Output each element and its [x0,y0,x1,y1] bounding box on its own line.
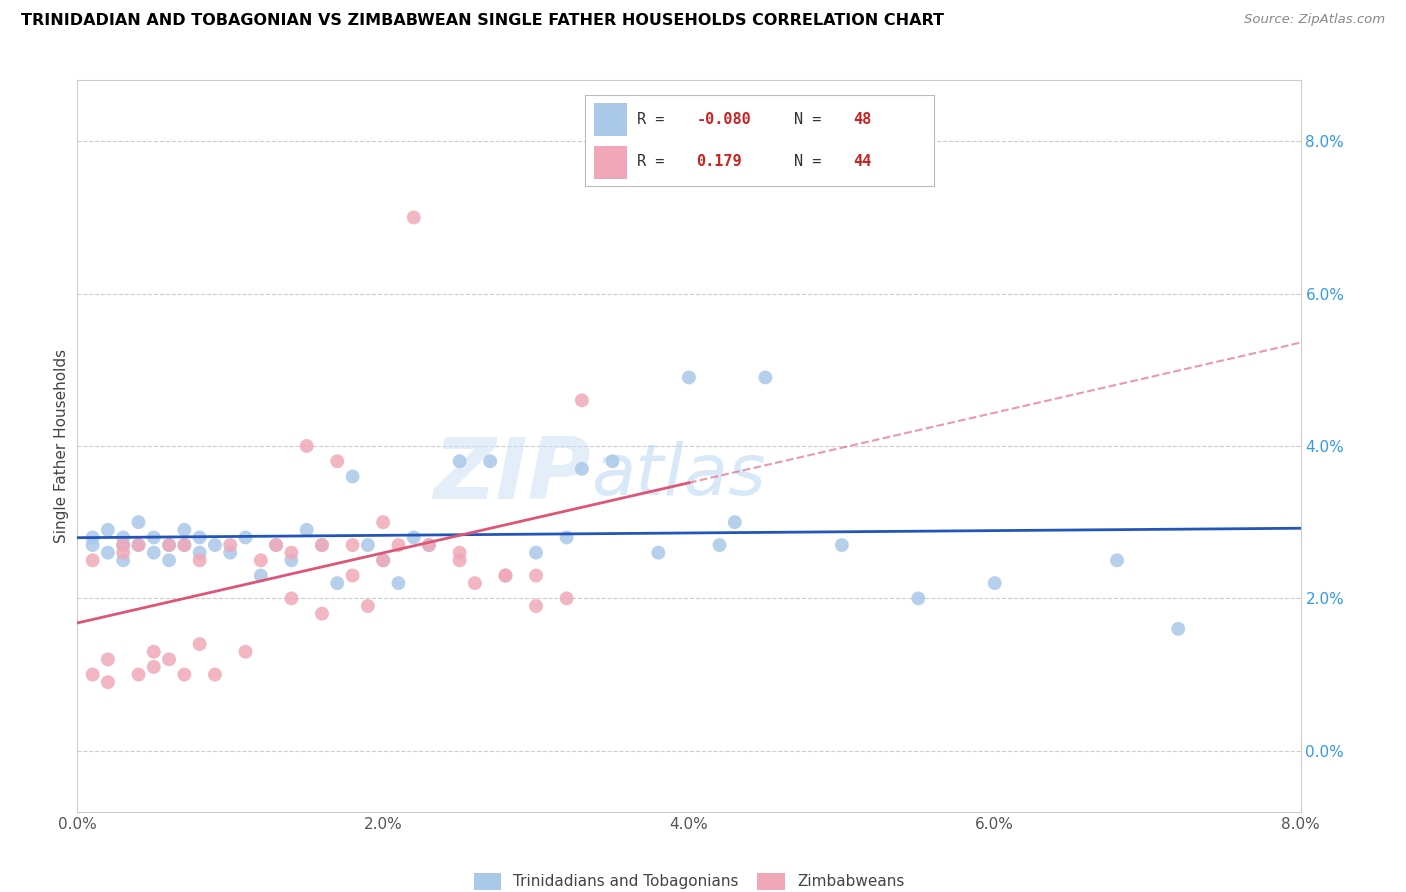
Point [97,652,120,666]
Legend: Trinidadians and Tobagonians, Zimbabweans: Trinidadians and Tobagonians, Zimbabwean… [468,867,910,892]
Point [157,652,180,666]
Point [82,553,104,567]
Point [449,546,471,560]
Point [342,568,364,582]
Point [97,546,120,560]
Point [142,546,165,560]
Point [709,538,731,552]
Text: ZIP: ZIP [433,434,591,516]
Point [128,538,150,552]
Point [295,523,318,537]
Point [250,553,273,567]
Point [173,538,195,552]
Point [418,538,440,552]
Point [678,370,700,384]
Point [724,515,747,529]
Point [112,546,135,560]
Point [82,538,104,552]
Point [112,530,135,544]
Point [1107,553,1129,567]
Point [342,538,364,552]
Point [524,599,547,613]
Point [157,538,180,552]
Point [371,553,394,567]
Point [97,675,120,690]
Point [418,538,440,552]
Point [142,645,165,659]
Point [357,538,380,552]
Point [602,454,624,468]
Point [128,515,150,529]
Point [555,530,578,544]
Point [142,530,165,544]
Point [235,530,257,544]
Point [647,546,669,560]
Point [157,553,180,567]
Point [464,576,486,591]
Point [264,538,287,552]
Point [173,523,195,537]
Point [571,462,593,476]
Point [173,667,195,681]
Point [128,667,150,681]
Point [204,538,226,552]
Point [555,591,578,606]
Point [371,553,394,567]
Point [280,591,302,606]
Point [82,530,104,544]
Point [1167,622,1189,636]
Point [907,591,929,606]
Point [112,538,135,552]
Y-axis label: Single Father Households: Single Father Households [53,349,69,543]
Point [311,538,333,552]
Point [97,523,120,537]
Point [524,568,547,582]
Point [371,515,394,529]
Point [173,538,195,552]
Point [831,538,853,552]
Point [188,546,211,560]
Text: atlas: atlas [591,441,766,509]
Point [280,553,302,567]
Point [250,568,273,582]
Point [326,454,349,468]
Point [387,576,409,591]
Point [112,538,135,552]
Point [495,568,517,582]
Point [326,576,349,591]
Text: Source: ZipAtlas.com: Source: ZipAtlas.com [1244,13,1385,27]
Point [311,538,333,552]
Point [82,667,104,681]
Point [402,211,425,225]
Point [449,454,471,468]
Point [112,553,135,567]
Point [311,607,333,621]
Point [235,645,257,659]
Text: TRINIDADIAN AND TOBAGONIAN VS ZIMBABWEAN SINGLE FATHER HOUSEHOLDS CORRELATION CH: TRINIDADIAN AND TOBAGONIAN VS ZIMBABWEAN… [21,13,943,29]
Point [479,454,502,468]
Point [204,667,226,681]
Point [342,469,364,483]
Point [387,538,409,552]
Point [280,546,302,560]
Point [188,530,211,544]
Point [264,538,287,552]
Point [357,599,380,613]
Point [295,439,318,453]
Point [984,576,1007,591]
Point [524,546,547,560]
Point [188,637,211,651]
Point [142,660,165,674]
Point [495,568,517,582]
Point [402,530,425,544]
Point [188,553,211,567]
Point [219,538,242,552]
Point [449,553,471,567]
Point [128,538,150,552]
Point [754,370,776,384]
Point [571,393,593,408]
Point [219,546,242,560]
Point [157,538,180,552]
